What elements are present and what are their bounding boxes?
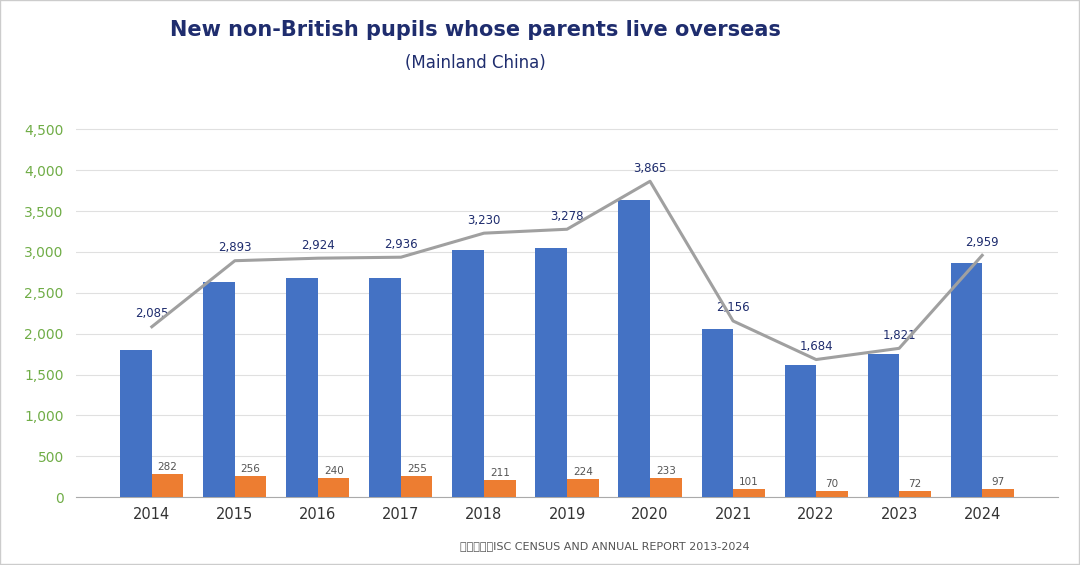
Text: New non-British pupils whose parents live overseas: New non-British pupils whose parents liv… [170,20,781,40]
Bar [816,492,848,497]
Bar [650,478,681,497]
Text: 1,821: 1,821 [882,329,916,342]
Bar [567,479,598,497]
Text: 233: 233 [656,466,676,476]
Bar [536,247,567,497]
Bar [369,278,401,497]
Bar [152,474,184,497]
Text: 2,893: 2,893 [218,241,252,254]
Bar [318,477,350,497]
Bar [234,476,267,497]
Text: 282: 282 [158,462,177,472]
Text: 101: 101 [739,477,759,487]
Bar [900,492,931,497]
Text: 3,865: 3,865 [633,162,666,175]
Text: 2,936: 2,936 [384,238,418,251]
Text: 2,085: 2,085 [135,307,168,320]
Text: 72: 72 [908,479,921,489]
Text: 3,278: 3,278 [550,210,584,223]
Text: 2,959: 2,959 [966,236,999,249]
Text: 255: 255 [407,464,427,474]
Bar [286,278,318,497]
Text: 224: 224 [572,467,593,477]
Bar [733,489,765,497]
Text: 70: 70 [825,480,838,489]
Bar [702,329,733,497]
Text: 97: 97 [991,477,1004,487]
Bar [484,480,515,497]
Bar [867,354,900,497]
Text: 2,156: 2,156 [716,301,750,314]
Text: 2,924: 2,924 [301,238,335,251]
Bar [453,250,484,497]
Bar [784,365,816,497]
Text: 240: 240 [324,466,343,476]
Bar [401,476,432,497]
Bar [619,201,650,497]
Text: 数据来源：ISC CENSUS AND ANNUAL REPORT 2013-2024: 数据来源：ISC CENSUS AND ANNUAL REPORT 2013-2… [460,541,750,551]
Text: 211: 211 [490,468,510,478]
Text: (Mainland China): (Mainland China) [405,54,545,72]
Text: 3,230: 3,230 [468,214,501,227]
Bar [950,263,982,497]
Bar [982,489,1014,497]
Text: 1,684: 1,684 [799,340,833,353]
Text: 256: 256 [241,464,260,474]
Bar [120,350,152,497]
Bar [203,281,234,497]
